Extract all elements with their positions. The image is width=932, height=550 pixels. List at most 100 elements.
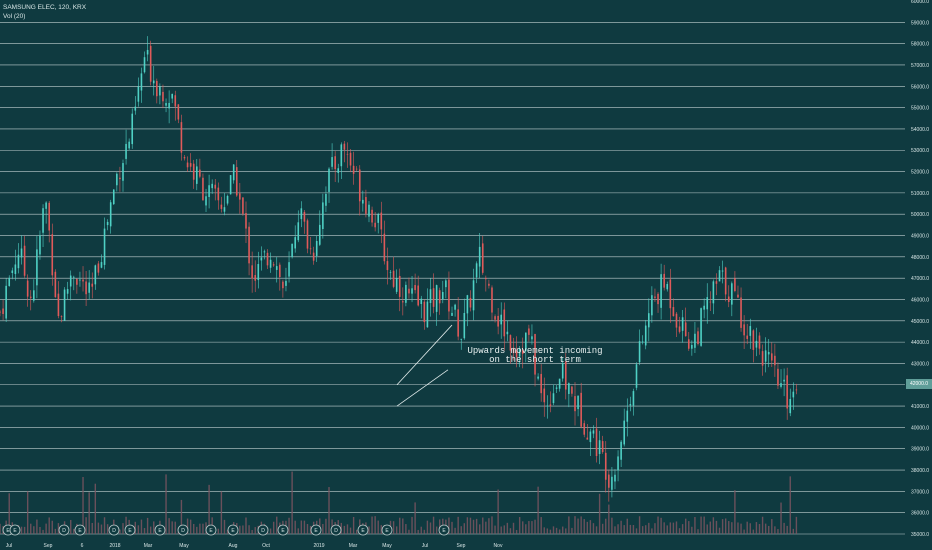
volume-bar — [153, 521, 155, 534]
volume-bar — [611, 517, 613, 534]
candlesticks — [0, 36, 798, 502]
candle-body — [521, 349, 524, 354]
candle-body — [408, 288, 410, 294]
volume-bar — [506, 522, 509, 534]
candle-body — [195, 166, 198, 184]
candle-body — [592, 430, 595, 434]
price-tick-label: 55000.0 — [911, 106, 929, 112]
candle-body — [2, 308, 4, 314]
candle-body — [675, 313, 678, 328]
volume-bars — [0, 471, 798, 534]
volume-bar — [792, 528, 795, 534]
candle-body — [272, 264, 275, 266]
candle-body — [325, 193, 327, 206]
candle-body — [564, 361, 567, 390]
volume-bar — [577, 518, 579, 534]
candle-body — [525, 332, 527, 351]
candle-body — [700, 308, 702, 346]
candle-body — [423, 301, 426, 323]
candle-body — [303, 211, 306, 222]
volume-bar — [39, 526, 41, 534]
candle-body — [14, 264, 17, 274]
volume-bar — [272, 521, 275, 534]
volume-bar — [460, 526, 462, 534]
candle-body — [635, 364, 638, 388]
volume-bar — [525, 524, 527, 534]
candle-body — [697, 331, 699, 345]
candle-body — [395, 278, 398, 292]
volume-bar — [721, 519, 724, 534]
candle-body — [82, 279, 84, 282]
volume-bar — [122, 523, 124, 534]
event-marker-label: E — [385, 528, 389, 534]
volume-bar — [743, 529, 745, 534]
volume-bar — [626, 518, 628, 534]
volume-bar — [540, 517, 542, 534]
candle-body — [186, 162, 189, 168]
candle-body — [429, 289, 432, 304]
volume-bar — [242, 525, 244, 534]
candle-body — [494, 316, 496, 320]
candle-body — [5, 285, 7, 319]
time-tick-label: Jul — [422, 543, 428, 549]
candle-body — [76, 278, 78, 285]
event-marker-label: E — [128, 528, 132, 534]
volume-bar — [555, 527, 558, 534]
volume-bar — [764, 523, 767, 534]
volume-bar — [0, 523, 1, 534]
volume-bar — [558, 529, 561, 534]
text-annotation[interactable]: Upwards movement incoming on the short t… — [420, 347, 650, 365]
event-marker-label: D — [112, 528, 116, 534]
candle-body — [580, 392, 582, 427]
candle-body — [663, 273, 665, 288]
candle-body — [543, 388, 546, 403]
candle-body — [251, 265, 253, 279]
event-marker — [74, 524, 86, 536]
price-tick-label: 58000.0 — [911, 42, 929, 48]
volume-bar — [405, 524, 407, 534]
candle-body — [432, 288, 435, 307]
candle-body — [472, 280, 475, 311]
volume-bar — [294, 520, 296, 534]
candle-body — [189, 163, 192, 167]
volume-bar — [140, 519, 143, 534]
candle-body — [488, 283, 490, 286]
volume-bar — [795, 516, 798, 534]
candle-body — [666, 283, 669, 290]
candle-body — [94, 265, 97, 285]
candle-body — [183, 157, 186, 159]
candle-body — [174, 95, 177, 107]
price-tick-label: 38000.0 — [911, 468, 929, 474]
volume-bar — [512, 522, 515, 534]
volume-bar — [620, 520, 622, 534]
candle-body — [795, 389, 798, 391]
candle-body — [214, 184, 217, 189]
volume-bar — [125, 516, 127, 534]
volume-bar — [30, 523, 32, 534]
candle-body — [245, 213, 247, 229]
candle-body — [448, 279, 450, 312]
candle-body — [703, 305, 705, 310]
volume-bar — [780, 502, 782, 534]
volume-bar — [605, 518, 607, 534]
volume-bar — [165, 474, 167, 534]
symbol-title[interactable]: SAMSUNG ELEC, 120, KRX — [3, 4, 87, 11]
candle-body — [740, 297, 742, 328]
volume-bar — [300, 520, 303, 534]
volume-indicator-label[interactable]: Vol (20) — [3, 13, 26, 20]
candle-body — [254, 275, 257, 281]
volume-bar — [23, 526, 26, 534]
candle-body — [91, 283, 94, 287]
price-tick-label: 47000.0 — [911, 276, 929, 282]
volume-bar — [786, 525, 788, 534]
price-tick-label: 57000.0 — [911, 63, 929, 69]
volume-bar — [598, 493, 601, 534]
candle-body — [149, 45, 152, 82]
candle-body — [518, 348, 521, 357]
volume-bar — [571, 527, 573, 534]
candle-body — [152, 80, 155, 84]
candle-body — [617, 456, 619, 471]
volume-bar — [522, 521, 524, 534]
volume-bar — [26, 491, 29, 534]
